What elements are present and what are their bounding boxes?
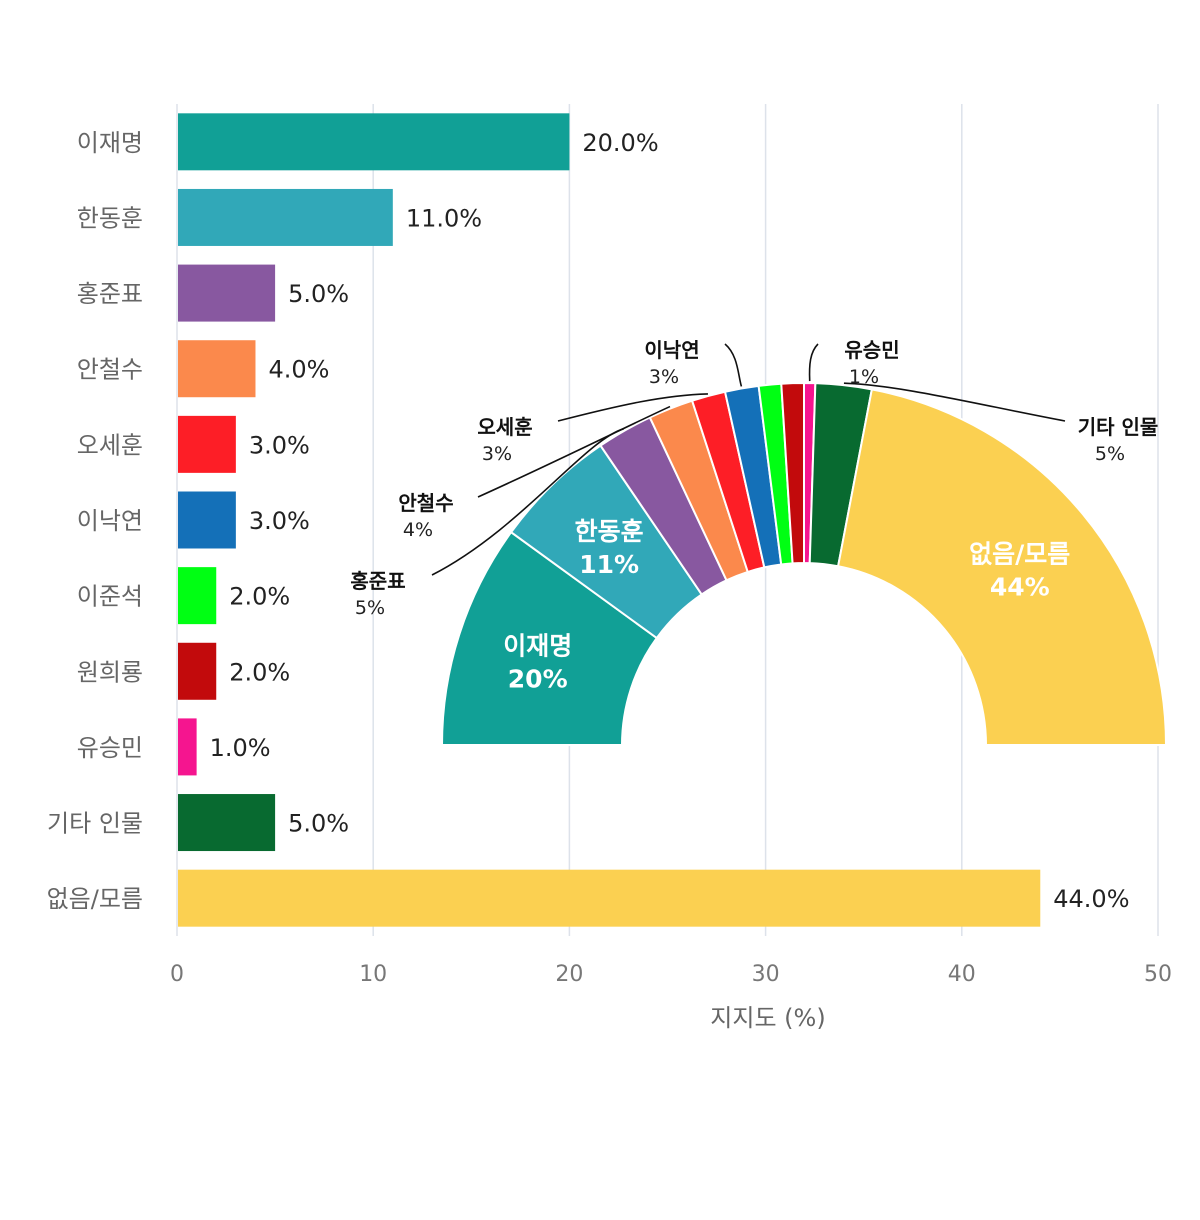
bar [178,340,256,398]
value-label: 1.0% [210,734,271,762]
x-axis-title: 지지도 (%) [710,1004,825,1032]
slice-outside-label: 유승민 [844,338,899,362]
slice-outside-value: 3% [649,366,679,388]
x-tick-label: 10 [359,962,387,987]
x-tick-label: 30 [752,962,780,987]
donut-labels: 이재명 20% 한동훈 11% 없음/모름 44% 홍준표 5% 안철수 4% 오세훈 3% 이낙연 3%… [350,338,1158,693]
bar [178,264,276,322]
bar [178,869,1041,927]
category-label: 오세훈 [77,431,143,459]
leader-line [808,343,819,382]
value-label: 3.0% [249,507,310,535]
slice-inside-label: 이재명 [503,631,572,660]
bar [178,415,236,473]
x-tick-label: 40 [948,962,976,987]
slice-inside-label: 한동훈 [575,517,644,546]
semicircle-donut [440,381,1168,746]
slice-outside-value: 3% [482,443,512,465]
leader-line [557,393,708,422]
category-label: 유승민 [77,734,143,762]
slice-inside-value: 20% [508,664,568,693]
slice-outside-label: 오세훈 [477,415,532,439]
category-label: 이재명 [77,129,143,157]
slice-outside-label: 안철수 [398,491,453,515]
value-label: 3.0% [249,431,310,459]
slice-outside-value: 5% [355,597,385,619]
leader-line [477,405,671,498]
x-tick-label: 50 [1144,962,1172,987]
category-label: 안철수 [77,356,143,384]
donut-slice [836,388,1168,746]
slice-outside-label: 홍준표 [350,569,405,593]
category-label: 이낙연 [77,507,143,535]
value-label: 5.0% [288,280,349,308]
bar [178,642,217,700]
slice-outside-value: 4% [403,519,433,541]
value-label: 11.0% [406,204,482,232]
slice-inside-label: 없음/모름 [969,540,1070,569]
x-axis: 0 10 20 30 40 50 [170,962,1172,987]
bar [178,188,393,246]
x-tick-label: 0 [170,962,184,987]
bar [178,718,197,776]
value-label: 20.0% [582,129,658,157]
bar-series: 이재명 20.0% 한동훈 11.0% 홍준표 5.0% 안철수 4.0% 오세훈 3.0% 이낙연… [47,113,1130,927]
value-label: 2.0% [229,658,290,686]
bar [178,567,217,625]
category-label: 한동훈 [77,204,143,232]
category-label: 원희룡 [77,658,143,686]
value-label: 5.0% [288,810,349,838]
slice-outside-label: 기타 인물 [1078,415,1159,439]
bar [178,794,276,852]
slice-outside-value: 5% [1095,443,1125,465]
category-label: 없음/모름 [47,885,143,913]
leader-line [843,382,1066,422]
value-label: 44.0% [1053,885,1129,913]
value-label: 4.0% [268,356,329,384]
x-tick-label: 20 [555,962,583,987]
bar [178,491,236,549]
slice-outside-label: 이낙연 [644,338,699,362]
slice-inside-value: 11% [579,550,639,579]
bar [178,113,570,171]
leader-line [724,343,743,387]
slice-outside-value: 1% [849,366,879,388]
value-label: 2.0% [229,583,290,611]
category-label: 이준석 [77,583,143,611]
category-label: 홍준표 [77,280,143,308]
slice-inside-value: 44% [990,573,1050,602]
category-label: 기타 인물 [47,810,143,838]
